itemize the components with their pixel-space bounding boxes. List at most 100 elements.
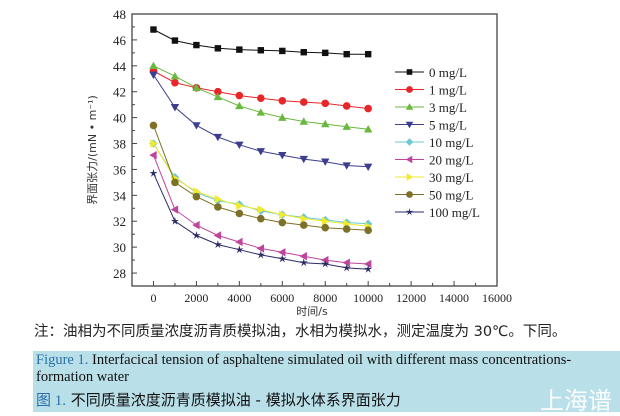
series-50-mg-L [149, 121, 372, 235]
marker-star [213, 240, 223, 249]
marker-triangle-left [256, 244, 265, 253]
x-tick-label: 12000 [396, 291, 426, 305]
marker-triangle-left [192, 220, 200, 230]
legend-item: 0 mg/L [395, 65, 467, 80]
marker-triangle-down [192, 122, 201, 130]
marker-circle [235, 209, 244, 218]
y-tick-label: 28 [113, 266, 126, 281]
marker-triangle-up [235, 101, 244, 110]
legend-label: 30 mg/L [429, 170, 473, 185]
figure-note: 注：油相为不同质量浓度沥青质模拟油，水相为模拟水，测定温度为 30℃。下同。 [34, 324, 567, 340]
marker-triangle-down [299, 155, 308, 164]
marker-square [171, 37, 179, 44]
marker-square [300, 49, 307, 56]
series-line [153, 70, 369, 110]
marker-circle [278, 218, 287, 227]
marker-circle [278, 96, 287, 105]
marker-circle [149, 121, 158, 130]
marker-circle [321, 99, 330, 108]
marker-square [322, 49, 329, 57]
marker-circle [192, 192, 201, 201]
marker-triangle-right [236, 201, 244, 210]
caption-zh-text: 不同质量浓度沥青质模拟油 - 模拟水体系界面张力 [66, 391, 401, 409]
marker-circle [257, 94, 265, 102]
marker-triangle-down [170, 104, 180, 112]
y-tick-label: 30 [113, 240, 126, 255]
y-tick-label: 48 [113, 7, 126, 22]
marker-square [236, 46, 243, 53]
y-tick-label: 40 [113, 111, 126, 126]
marker-triangle-right [279, 210, 287, 219]
series-0-mg-L [150, 26, 372, 58]
marker-circle [299, 221, 308, 229]
marker-star [192, 231, 201, 239]
marker-star [149, 168, 158, 177]
legend-label: 10 mg/L [429, 135, 473, 150]
x-tick-label: 14000 [439, 291, 469, 305]
series-group [149, 26, 373, 273]
marker-triangle-left [213, 231, 222, 240]
legend-label: 100 mg/L [429, 205, 480, 220]
x-tick-label: 4000 [227, 291, 251, 305]
marker-circle [299, 98, 308, 106]
x-tick-label: 16000 [482, 291, 512, 305]
marker-triangle-up [278, 113, 287, 121]
legend: 0 mg/L 1 mg/L 3 mg/L 5 mg/L 10 mg/L 20 mg/L 30… [395, 65, 480, 220]
marker-triangle-up [256, 108, 266, 116]
marker-square [406, 69, 413, 75]
legend-item: 5 mg/L [395, 118, 467, 133]
marker-triangle-down [342, 162, 351, 170]
series-20-mg-L [149, 150, 372, 269]
plot-frame [131, 13, 498, 287]
marker-triangle-down [321, 158, 330, 166]
marker-circle [235, 91, 244, 100]
marker-triangle-left [342, 258, 350, 267]
marker-square [193, 41, 200, 49]
marker-star [170, 216, 180, 225]
legend-item: 30 mg/L [395, 170, 473, 185]
marker-square [343, 50, 350, 58]
marker-star [321, 259, 330, 268]
legend-label: 5 mg/L [429, 118, 467, 133]
marker-triangle-left [235, 237, 243, 247]
marker-triangle-up [170, 71, 180, 80]
y-tick-label: 34 [113, 188, 127, 203]
marker-square [257, 47, 265, 54]
x-tick-label: 0 [150, 291, 156, 305]
marker-triangle-left [321, 255, 329, 265]
chart: 0 2000 4000 6000 8000 10000 12000 14000 16000 28 3… [86, 7, 512, 318]
caption-zh-label: 图 1. [36, 393, 67, 409]
axes: 0 2000 4000 6000 8000 10000 12000 14000 16000 28 3… [113, 7, 512, 305]
marker-star [235, 245, 244, 254]
marker-circle [342, 102, 351, 110]
marker-triangle-left [363, 259, 372, 269]
marker-triangle-up [363, 125, 373, 133]
marker-triangle-up [342, 122, 351, 130]
marker-triangle-right [406, 173, 414, 181]
marker-circle [364, 226, 372, 235]
marker-circle [406, 191, 413, 198]
marker-triangle-up [213, 92, 223, 101]
marker-square [214, 45, 222, 52]
marker-triangle-left [278, 248, 286, 257]
y-axis-label: 界面张力/(mN • m⁻¹) [86, 95, 99, 205]
marker-circle [364, 104, 372, 113]
legend-item: 50 mg/L [395, 188, 473, 203]
y-tick-label: 38 [113, 137, 126, 152]
marker-triangle-down [235, 141, 244, 150]
marker-circle [321, 223, 330, 232]
figure-caption: Figure 1. Interfacical tension of asphal… [33, 351, 620, 412]
marker-triangle-up [149, 61, 158, 70]
legend-label: 50 mg/L [429, 188, 473, 203]
y-tick-label: 32 [113, 214, 126, 229]
marker-star [364, 264, 373, 273]
caption-english: Figure 1. Interfacical tension of asphal… [36, 352, 616, 386]
y-tick-label: 44 [113, 59, 127, 74]
caption-chinese: 图 1. 不同质量浓度沥青质模拟油 - 模拟水体系界面张力 [36, 389, 401, 410]
marker-square [279, 47, 286, 55]
marker-star [256, 250, 265, 259]
marker-square [364, 50, 372, 58]
legend-item: 10 mg/L [395, 135, 473, 150]
series-1-mg-L [149, 67, 372, 113]
series-100-mg-L [149, 168, 373, 273]
